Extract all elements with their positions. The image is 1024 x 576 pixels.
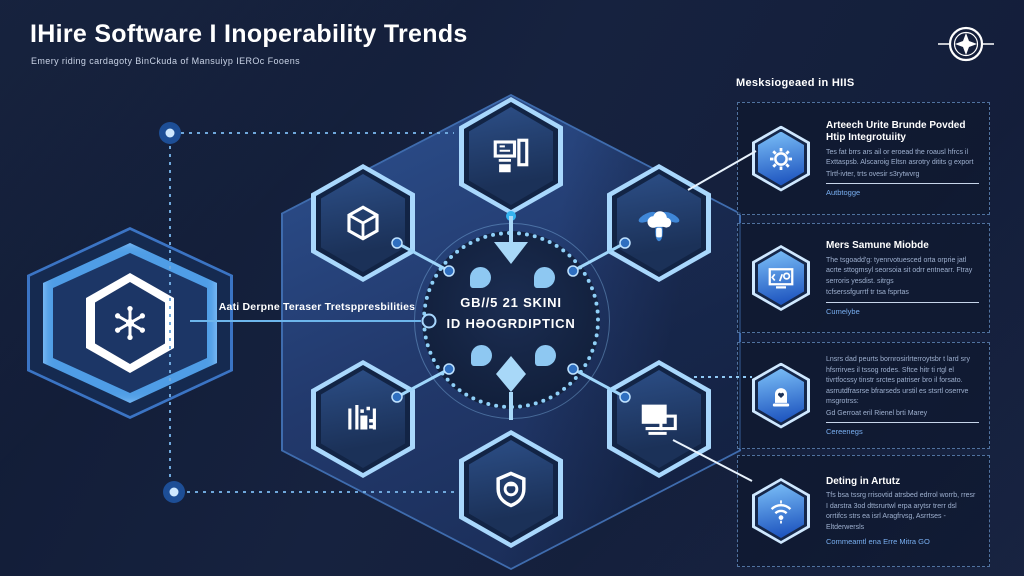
drop-shape	[470, 267, 491, 288]
hexagon-white-frame	[86, 273, 174, 373]
card-title: Arteech Urite Brunde Povded Htip Integro…	[826, 119, 966, 144]
drop-shape	[534, 267, 555, 288]
diagram-node-upper-left	[311, 164, 415, 282]
factory-icon	[348, 405, 376, 430]
card-link[interactable]: Cereenegs	[826, 427, 863, 436]
page-subtitle: Emery riding cardagoty BinCkuda of Mansu…	[31, 56, 301, 66]
gear-icon	[770, 147, 792, 170]
card-body: Lnsrs dad peurts bornrosirlrterroytsbr t…	[826, 356, 970, 405]
wifi-hexagon-icon	[752, 478, 810, 544]
left-feature-hexagon	[27, 227, 233, 419]
card-link[interactable]: Cumelybe	[826, 306, 860, 316]
sidebar-heading: Mesksiogeaed in HIIS	[736, 77, 855, 89]
card-title: Mers Samune Miobde	[826, 240, 929, 252]
diagram-node-top	[459, 97, 563, 215]
diagram-node-bottom	[459, 430, 563, 548]
hexagon-core	[95, 282, 165, 364]
card-underline: Gd Gerroat eril Rienel brti Marey	[826, 409, 979, 423]
card-link[interactable]: Commeamtl ena Erre Mitra GO	[826, 537, 930, 547]
page-title: IHire Software I Inoperability Trends	[30, 20, 468, 48]
monitor-code-hexagon-icon	[752, 245, 810, 311]
card-body: Tfs bsa tssrg rrisovtid atrsbed edrrol w…	[826, 492, 976, 531]
node-dot-top-left-core	[165, 128, 175, 138]
central-circle-text: GB//5 21 SKINI ID HƏOGRDIPTICN	[427, 292, 595, 335]
central-circle-line2: ID HƏOGRDIPTICN	[446, 316, 576, 332]
cube-icon	[347, 205, 379, 241]
hexagon-layer	[53, 253, 207, 393]
server-computer-icon	[493, 138, 529, 173]
drop-shape	[471, 345, 492, 366]
shield-sync-icon	[496, 471, 526, 508]
hexagon-layer	[30, 230, 230, 416]
network-snowflake-icon	[115, 306, 145, 340]
card-title: Deting in Artutz	[826, 475, 901, 487]
sidebar-card-4: Deting in Artutz Tfs bsa tssrg rrisovtid…	[737, 455, 990, 567]
node-dot-bottom-left	[163, 481, 185, 503]
left-hexagon-label: Aati Derpne Teraser Tretsppresbilities	[218, 301, 416, 313]
bulb-heart-hexagon-icon	[752, 362, 810, 429]
wifi-icon	[770, 500, 792, 524]
drop-shape	[535, 345, 556, 366]
card-link[interactable]: Autbtogge	[826, 188, 861, 198]
card-body: Tes fat brrs ars ail or eroead the roaus…	[826, 148, 974, 167]
hexagon-glow-band	[43, 243, 217, 403]
card-body: The tsgoadd'g: tyenrvotuesced orta orpri…	[826, 256, 973, 285]
sidebar-card-2: Mers Samune Miobde The tsgoadd'g: tyenrv…	[737, 223, 990, 333]
sidebar-card-3: Lnsrs dad peurts bornrosirlrterroytsbr t…	[737, 342, 990, 449]
sidebar-card-1: Arteech Urite Brunde Povded Htip Integro…	[737, 102, 990, 215]
cloud-fan-icon	[638, 211, 680, 242]
card-underline: Tlrtf-ivter, trts ovesir s3rytwvrg	[826, 170, 979, 185]
node-dot-top-left	[159, 122, 181, 144]
bulb-heart-icon	[772, 387, 790, 406]
monitor-code-icon	[768, 268, 794, 289]
central-circle-line1: GB//5 21 SKINI	[460, 295, 562, 310]
gear-hexagon-icon	[752, 125, 810, 192]
node-dot-bottom-left-core	[169, 487, 179, 497]
card-underline: tcfserssfgurrtf tr tsa fsprtas	[826, 288, 979, 303]
monitors-icon	[641, 404, 677, 435]
compass-logo-icon	[938, 26, 994, 62]
